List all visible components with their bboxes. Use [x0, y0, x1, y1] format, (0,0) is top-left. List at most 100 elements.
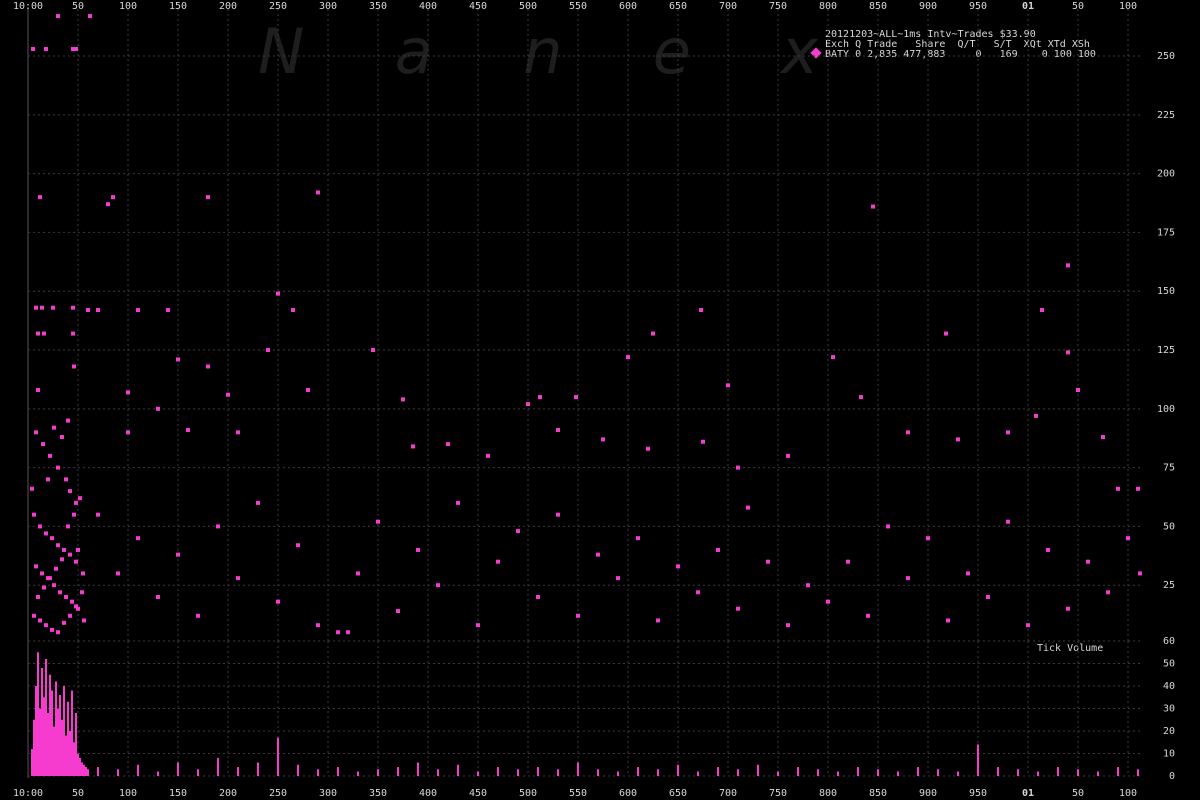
point	[651, 331, 655, 336]
point	[576, 613, 580, 618]
point	[71, 305, 75, 310]
point	[946, 618, 950, 623]
point	[68, 613, 72, 618]
point	[71, 331, 75, 336]
volume-bar	[51, 690, 53, 776]
volume-bar	[1057, 767, 1059, 776]
point	[536, 594, 540, 599]
point	[60, 557, 64, 562]
y-tick-label: 250	[1157, 51, 1175, 62]
point	[60, 435, 64, 440]
point	[196, 613, 200, 618]
point	[72, 364, 76, 369]
point	[126, 390, 130, 395]
x-tick-label: 550	[569, 788, 587, 799]
volume-bar	[937, 769, 939, 776]
point	[696, 590, 700, 595]
point	[56, 465, 60, 470]
volume-bar	[837, 771, 839, 776]
point	[226, 392, 230, 397]
volume-bar	[777, 771, 779, 776]
point	[1034, 413, 1038, 418]
volume-bar	[117, 769, 119, 776]
x-tick-label: 150	[169, 1, 187, 12]
volume-bar	[55, 681, 57, 776]
volume-bar	[737, 769, 739, 776]
point	[646, 446, 650, 451]
point	[58, 590, 62, 595]
point	[859, 395, 863, 400]
x-tick-label: 850	[869, 788, 887, 799]
volume-bar	[977, 744, 979, 776]
point	[601, 437, 605, 442]
volume-bar	[377, 769, 379, 776]
point	[62, 547, 66, 552]
point	[906, 430, 910, 435]
y-tick-label: 40	[1163, 681, 1175, 692]
volume-bar	[37, 652, 39, 776]
volume-bar	[677, 764, 679, 776]
volume-bar	[517, 769, 519, 776]
volume-bar	[43, 697, 45, 776]
x-tick-label: 450	[469, 1, 487, 12]
x-tick-label: 800	[819, 788, 837, 799]
chart-title: 20121203~ALL~1ms Intv~Trades $33.90	[825, 29, 1036, 40]
point	[296, 543, 300, 548]
point	[72, 512, 76, 517]
point	[41, 442, 45, 447]
point	[986, 594, 990, 599]
point	[74, 500, 78, 505]
volume-bar	[337, 767, 339, 776]
x-tick-label: 600	[619, 1, 637, 12]
point	[64, 594, 68, 599]
x-tick-label: 100	[1119, 1, 1137, 12]
point	[1066, 263, 1070, 268]
x-tick-label: 950	[969, 788, 987, 799]
volume-bar	[957, 771, 959, 776]
x-tick-label: 550	[569, 1, 587, 12]
point	[556, 427, 560, 432]
point	[40, 305, 44, 310]
point	[68, 489, 72, 494]
x-tick-label: 600	[619, 788, 637, 799]
point	[50, 627, 54, 632]
point	[1126, 536, 1130, 541]
x-tick-label: 250	[269, 788, 287, 799]
x-tick-label: 300	[319, 1, 337, 12]
point	[44, 531, 48, 536]
point	[38, 618, 42, 623]
y-tick-label: 200	[1157, 169, 1175, 180]
x-tick-label: 01	[1022, 1, 1034, 12]
x-tick-label: 650	[669, 1, 687, 12]
x-tick-label: 250	[269, 1, 287, 12]
point	[42, 331, 46, 336]
volume-bar	[65, 735, 67, 776]
volume-bar	[457, 764, 459, 776]
point	[786, 623, 790, 628]
watermark: N a n e x	[258, 15, 819, 88]
point	[80, 590, 84, 595]
point	[36, 331, 40, 336]
point	[736, 606, 740, 611]
point	[236, 576, 240, 581]
point	[66, 418, 70, 423]
point	[496, 559, 500, 564]
point	[538, 395, 542, 400]
point	[944, 331, 948, 336]
point	[74, 604, 78, 609]
point	[31, 46, 35, 51]
point	[216, 524, 220, 529]
point	[1136, 486, 1140, 491]
y-tick-label: 50	[1163, 521, 1175, 532]
point	[44, 623, 48, 628]
point	[736, 465, 740, 470]
point	[76, 547, 80, 552]
volume-bar	[657, 769, 659, 776]
x-tick-label: 300	[319, 788, 337, 799]
point	[68, 552, 72, 557]
point	[336, 630, 340, 635]
point	[56, 14, 60, 19]
volume-bar	[597, 769, 599, 776]
volume-bar	[61, 719, 63, 776]
point	[136, 308, 140, 313]
